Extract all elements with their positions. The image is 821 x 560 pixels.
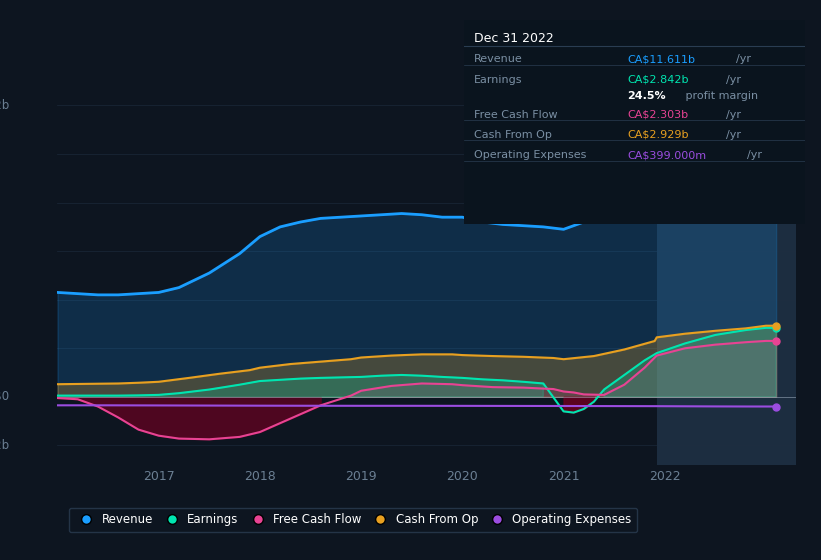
- Text: CA$0: CA$0: [0, 390, 10, 403]
- Text: CA$2.929b: CA$2.929b: [627, 130, 689, 140]
- Bar: [657, 45, 796, 465]
- Text: profit margin: profit margin: [682, 91, 758, 101]
- Text: /yr: /yr: [726, 75, 741, 85]
- Text: Revenue: Revenue: [474, 54, 523, 64]
- Text: -CA$2b: -CA$2b: [0, 439, 10, 452]
- Text: Free Cash Flow: Free Cash Flow: [474, 110, 557, 119]
- Text: CA$2.303b: CA$2.303b: [627, 110, 689, 119]
- Text: Operating Expenses: Operating Expenses: [474, 151, 586, 160]
- Text: CA$11.611b: CA$11.611b: [627, 54, 695, 64]
- Text: CA$2.842b: CA$2.842b: [627, 75, 689, 85]
- Text: /yr: /yr: [726, 110, 741, 119]
- Legend: Revenue, Earnings, Free Cash Flow, Cash From Op, Operating Expenses: Revenue, Earnings, Free Cash Flow, Cash …: [69, 507, 637, 533]
- Text: Cash From Op: Cash From Op: [474, 130, 552, 140]
- Text: Dec 31 2022: Dec 31 2022: [474, 32, 554, 45]
- Text: /yr: /yr: [726, 130, 741, 140]
- Text: /yr: /yr: [736, 54, 751, 64]
- Text: /yr: /yr: [747, 151, 763, 160]
- Text: CA$399.000m: CA$399.000m: [627, 151, 707, 160]
- Text: CA$12b: CA$12b: [0, 99, 10, 112]
- Text: Earnings: Earnings: [474, 75, 523, 85]
- Text: 24.5%: 24.5%: [627, 91, 666, 101]
